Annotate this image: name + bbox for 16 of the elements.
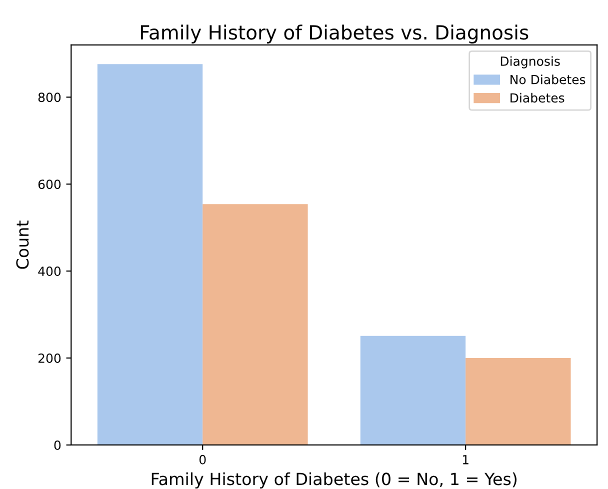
legend-label: No Diabetes xyxy=(510,74,586,84)
x-tick-label: 1 xyxy=(462,455,468,464)
bar xyxy=(202,204,308,445)
legend-title: Diagnosis xyxy=(500,56,560,68)
y-axis-title: Count xyxy=(16,220,29,269)
bar xyxy=(360,336,466,445)
chart-title: Family History of Diabetes vs. Diagnosis xyxy=(140,24,528,44)
y-tick-label: 800 xyxy=(38,92,61,102)
bar xyxy=(97,64,203,445)
y-tick-label: 600 xyxy=(38,180,61,190)
y-tick-label: 200 xyxy=(38,354,61,363)
y-tick-label: 400 xyxy=(38,266,61,276)
y-tick-label: 0 xyxy=(54,440,61,450)
legend-label: Diabetes xyxy=(510,92,564,103)
x-axis-title: Family History of Diabetes (0 = No, 1 = Yes) xyxy=(152,472,516,488)
bar xyxy=(466,358,571,445)
